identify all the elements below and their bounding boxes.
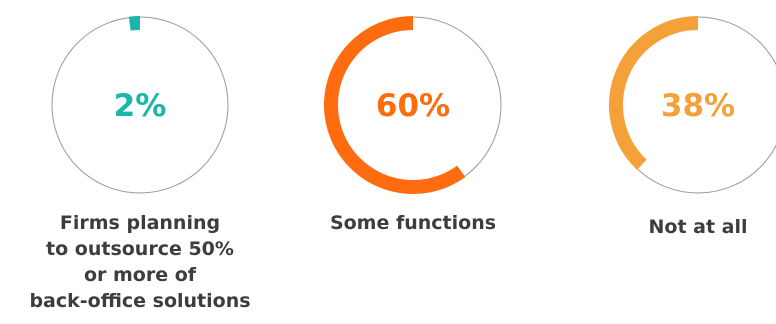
donut-value-arc bbox=[324, 16, 466, 194]
caption-line: Not at all bbox=[648, 216, 748, 238]
caption-line: Firms planning bbox=[59, 212, 221, 234]
donut-value-arc bbox=[609, 16, 699, 170]
donut-caption: Firms planning to outsource 50% or more of… bbox=[20, 210, 260, 314]
donut-caption: Not at all bbox=[578, 214, 776, 240]
caption-line: to outsource 50% bbox=[46, 238, 234, 260]
caption-line: or more of bbox=[83, 264, 197, 286]
caption-line: back-office solutions bbox=[29, 290, 251, 312]
donut-2: 60% bbox=[324, 16, 502, 194]
percent-label: 38% bbox=[661, 88, 735, 124]
percent-label: 60% bbox=[376, 88, 450, 124]
donut-value-arc bbox=[128, 16, 141, 31]
caption-line: Some functions bbox=[329, 212, 497, 234]
donut-3: 38% bbox=[609, 16, 776, 194]
donut-caption: Some functions bbox=[293, 210, 533, 236]
percent-label: 2% bbox=[114, 88, 167, 124]
donut-1: 2% bbox=[51, 16, 229, 194]
